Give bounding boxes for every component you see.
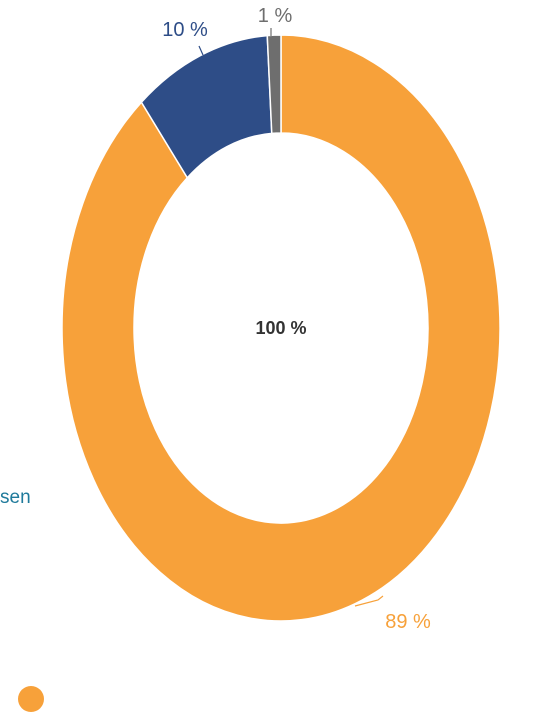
- legend-marker: [18, 686, 44, 712]
- center-total-label: 100 %: [255, 318, 306, 338]
- donut-slice-1: [61, 34, 501, 622]
- leader-line-2: [198, 45, 204, 56]
- legend-label-fragment: sen: [0, 487, 31, 508]
- donut-slice-3: [266, 34, 282, 135]
- leader-lines: [198, 28, 384, 607]
- data-label-3: 1 %: [258, 5, 293, 27]
- data-label-1: 89 %: [385, 611, 431, 633]
- leader-line-1: [354, 595, 384, 607]
- data-label-2: 10 %: [162, 19, 208, 41]
- data-labels: 89 % 10 % 1 %: [162, 5, 431, 633]
- donut-slices: [61, 34, 501, 622]
